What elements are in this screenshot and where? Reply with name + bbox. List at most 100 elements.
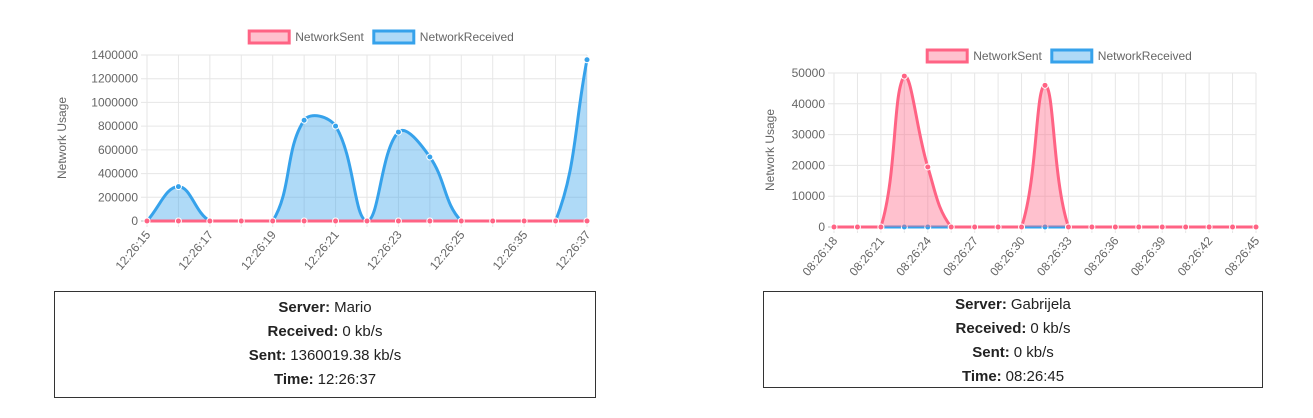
x-tick-label: 08:26:45 bbox=[1222, 234, 1263, 279]
data-point bbox=[363, 217, 371, 225]
data-point bbox=[1041, 81, 1049, 89]
info-row: Received: 0 kb/s bbox=[764, 317, 1262, 341]
data-point bbox=[394, 217, 402, 225]
info-value: 0 kb/s bbox=[1030, 320, 1071, 337]
data-point bbox=[1252, 223, 1260, 231]
data-point bbox=[583, 217, 591, 225]
data-point bbox=[1041, 223, 1049, 231]
info-key: Server: bbox=[955, 296, 1007, 313]
data-point bbox=[924, 223, 932, 231]
y-tick-label: 40000 bbox=[792, 97, 826, 111]
data-point bbox=[300, 116, 308, 124]
x-tick-label: 12:26:21 bbox=[301, 228, 342, 273]
y-tick-label: 600000 bbox=[98, 143, 138, 157]
info-value: Gabrijela bbox=[1010, 296, 1071, 313]
legend: NetworkSent NetworkReceived bbox=[925, 48, 1192, 64]
legend-swatch bbox=[1050, 48, 1094, 64]
data-point bbox=[520, 217, 528, 225]
data-point bbox=[900, 72, 908, 80]
data-point bbox=[994, 223, 1002, 231]
data-point bbox=[143, 217, 151, 225]
data-point bbox=[426, 217, 434, 225]
data-point bbox=[206, 217, 214, 225]
data-point bbox=[1158, 223, 1166, 231]
y-tick-label: 0 bbox=[131, 214, 138, 228]
info-value: 1360019.38 kb/s bbox=[290, 347, 402, 364]
data-point bbox=[489, 217, 497, 225]
data-point bbox=[174, 183, 182, 191]
data-point bbox=[174, 217, 182, 225]
data-point bbox=[900, 223, 908, 231]
info-box: Server: Mario Received: 0 kb/s Sent: 1360019.… bbox=[54, 291, 596, 398]
info-key: Sent: bbox=[248, 347, 287, 364]
y-tick-label: 200000 bbox=[98, 190, 138, 204]
x-tick-label: 08:26:39 bbox=[1128, 234, 1169, 279]
x-tick-label: 08:26:18 bbox=[800, 234, 841, 279]
y-tick-label: 50000 bbox=[792, 66, 826, 80]
x-tick-label: 12:26:23 bbox=[364, 228, 405, 273]
legend-swatch bbox=[247, 29, 291, 45]
info-row: Time: 08:26:45 bbox=[764, 365, 1262, 389]
info-key: Server: bbox=[278, 299, 331, 316]
y-axis-label: Network Usage bbox=[55, 97, 69, 179]
data-point bbox=[947, 223, 955, 231]
y-tick-label: 20000 bbox=[792, 158, 826, 172]
y-tick-label: 1200000 bbox=[91, 72, 138, 86]
data-point bbox=[1135, 223, 1143, 231]
data-point bbox=[1182, 223, 1190, 231]
data-point bbox=[394, 128, 402, 136]
data-point bbox=[1064, 223, 1072, 231]
y-tick-label: 800000 bbox=[98, 119, 138, 133]
legend-swatch bbox=[372, 29, 416, 45]
info-row: Server: Mario bbox=[55, 296, 595, 320]
data-point bbox=[426, 153, 434, 161]
legend-swatch bbox=[925, 48, 969, 64]
y-tick-label: 0 bbox=[818, 220, 825, 234]
info-value: 0 kb/s bbox=[1013, 344, 1054, 361]
info-key: Sent: bbox=[972, 344, 1010, 361]
info-row: Sent: 0 kb/s bbox=[764, 341, 1262, 365]
x-tick-label: 08:26:30 bbox=[987, 234, 1028, 279]
info-value: Mario bbox=[334, 299, 372, 316]
info-box: Server: Gabrijela Received: 0 kb/s Sent: 0 kb… bbox=[763, 291, 1263, 388]
legend-label: NetworkSent bbox=[973, 49, 1042, 63]
info-value: 08:26:45 bbox=[1005, 368, 1065, 385]
info-key: Received: bbox=[955, 320, 1027, 337]
data-point bbox=[1205, 223, 1213, 231]
legend-label: NetworkReceived bbox=[420, 30, 514, 44]
data-point bbox=[853, 223, 861, 231]
x-tick-label: 12:26:35 bbox=[490, 228, 531, 273]
data-point bbox=[332, 122, 340, 130]
y-tick-label: 400000 bbox=[98, 167, 138, 181]
data-point bbox=[1229, 223, 1237, 231]
data-point bbox=[1088, 223, 1096, 231]
data-point bbox=[237, 217, 245, 225]
data-point bbox=[1018, 223, 1026, 231]
legend-label: NetworkReceived bbox=[1098, 49, 1192, 63]
x-tick-label: 08:26:24 bbox=[893, 234, 934, 279]
info-row: Received: 0 kb/s bbox=[55, 320, 595, 344]
x-tick-label: 12:26:17 bbox=[175, 228, 216, 273]
data-point bbox=[457, 217, 465, 225]
data-point bbox=[269, 217, 277, 225]
series-area bbox=[147, 59, 587, 221]
data-point bbox=[300, 217, 308, 225]
series-area bbox=[834, 75, 1256, 227]
info-row: Time: 12:26:37 bbox=[55, 368, 595, 392]
info-key: Received: bbox=[267, 323, 339, 340]
data-point bbox=[830, 223, 838, 231]
data-point bbox=[1111, 223, 1119, 231]
x-tick-label: 08:26:42 bbox=[1175, 234, 1216, 279]
series-line bbox=[833, 74, 1256, 229]
data-point bbox=[583, 56, 591, 64]
data-point bbox=[924, 163, 932, 171]
x-tick-label: 12:26:19 bbox=[238, 228, 279, 273]
info-value: 12:26:37 bbox=[317, 371, 377, 388]
data-point bbox=[332, 217, 340, 225]
x-tick-label: 12:26:25 bbox=[427, 228, 468, 273]
x-tick-label: 08:26:27 bbox=[940, 234, 981, 279]
data-point bbox=[877, 223, 885, 231]
y-tick-label: 30000 bbox=[792, 128, 826, 142]
x-tick-label: 08:26:21 bbox=[846, 234, 887, 279]
